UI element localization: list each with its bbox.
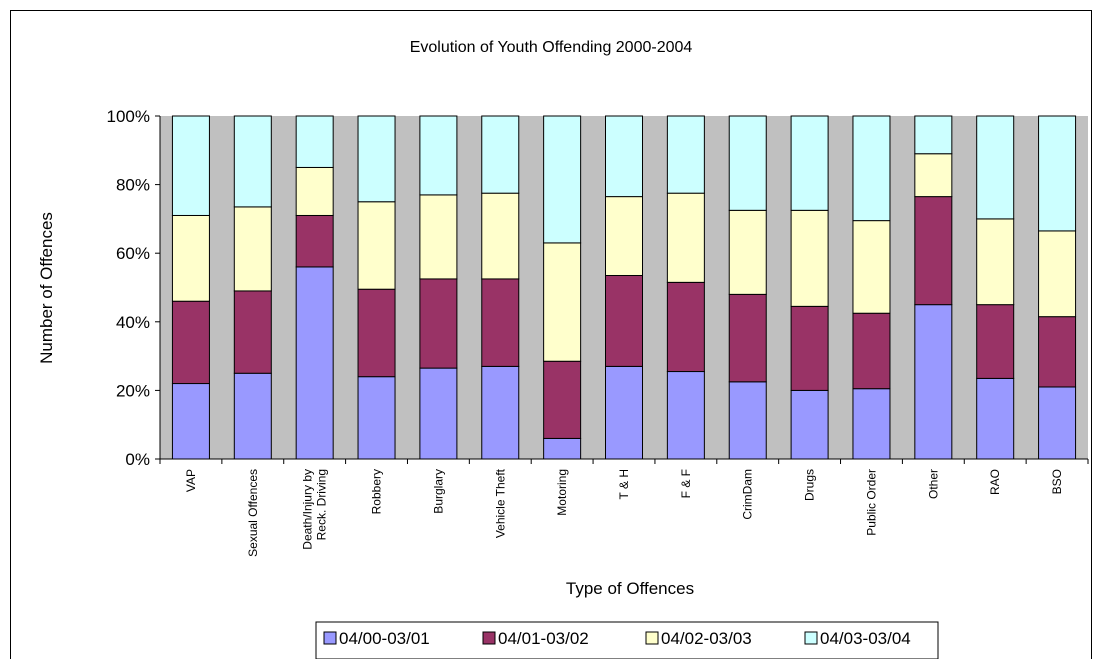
bar-segment-3 <box>357 201 396 290</box>
bar-segment-3 <box>481 192 520 280</box>
bar-segment-2 <box>419 278 458 369</box>
x-tick-label: Vehicle Theft <box>493 468 507 538</box>
bar-segment-3 <box>543 242 582 362</box>
x-tick-label: CrimDam <box>741 469 755 520</box>
chart-title: Evolution of Youth Offending 2000-2004 <box>410 39 693 56</box>
x-tick-label: Robbery <box>370 469 384 514</box>
legend-label: 04/00-03/01 <box>339 629 430 648</box>
bar-segment-4 <box>481 115 520 194</box>
bar-segment-1 <box>728 381 767 460</box>
bar-segment-2 <box>1038 316 1077 388</box>
bar-segment-3 <box>914 153 953 198</box>
bar-segment-2 <box>481 278 520 367</box>
bar-segment-4 <box>852 115 891 222</box>
y-axis: 0% 20% 40% 60% 80% 100% <box>107 107 161 469</box>
bar-segment-3 <box>171 214 210 302</box>
bar-segment-2 <box>543 360 582 439</box>
y-tick-label: 60% <box>116 244 150 263</box>
bar-segment-1 <box>976 377 1015 460</box>
bar-segment-3 <box>605 196 643 276</box>
bar-segment-3 <box>976 218 1015 306</box>
y-tick-label: 80% <box>116 176 150 195</box>
bar-segment-4 <box>605 115 643 198</box>
y-tick-label: 0% <box>125 450 150 469</box>
bar-segment-1 <box>481 365 520 460</box>
x-tick-label: Sexual Offences <box>246 469 260 557</box>
bar-segment-1 <box>790 389 829 460</box>
bar-segment-1 <box>233 372 272 460</box>
bar-segment-4 <box>171 115 210 216</box>
bar-segment-4 <box>419 115 458 196</box>
bar-segment-3 <box>666 192 705 283</box>
bar-segment-1 <box>171 383 210 460</box>
legend-box <box>315 621 939 659</box>
bar-segment-1 <box>666 371 705 460</box>
bar-segment-4 <box>790 115 829 211</box>
x-tick-label: T & H <box>617 469 631 499</box>
bar-segment-1 <box>419 367 458 460</box>
bar-segment-2 <box>605 274 643 367</box>
bar-segment-2 <box>295 214 334 268</box>
bar-segment-1 <box>605 365 643 460</box>
bar-segment-1 <box>1038 386 1077 460</box>
legend-swatch <box>323 631 337 645</box>
legend-label: 04/01-03/02 <box>498 629 589 648</box>
x-tick-label: Drugs <box>803 469 817 501</box>
x-axis: VAP Sexual Offences Death/Injury byReck. D… <box>159 458 1089 557</box>
bar-segment-4 <box>666 115 705 194</box>
bar-segment-1 <box>914 304 953 460</box>
y-tick-label: 100% <box>107 107 150 126</box>
bar-segment-1 <box>357 376 396 460</box>
bar-segment-2 <box>852 312 891 390</box>
y-tick-label: 40% <box>116 313 150 332</box>
x-tick-label: Public Order <box>864 469 878 536</box>
bar-segment-3 <box>852 220 891 314</box>
bar-segment-2 <box>666 281 705 373</box>
bar-segment-2 <box>790 305 829 391</box>
bar-segment-4 <box>543 115 582 244</box>
bars <box>171 115 1077 460</box>
x-tick-label: VAP <box>184 469 198 492</box>
x-tick-label: Burglary <box>431 469 445 514</box>
bar-segment-4 <box>233 115 272 208</box>
legend-swatch <box>804 631 818 645</box>
legend-label: 04/03-03/04 <box>820 629 911 648</box>
bar-segment-2 <box>357 288 396 378</box>
bar-segment-3 <box>419 194 458 280</box>
bar-segment-4 <box>295 115 334 168</box>
bar-segment-2 <box>976 304 1015 379</box>
bar-segment-3 <box>790 209 829 307</box>
bar-segment-2 <box>171 300 210 385</box>
bar-segment-4 <box>914 115 953 155</box>
x-tick-label: Motoring <box>555 469 569 516</box>
bar-segment-2 <box>914 196 953 306</box>
x-tick-label: Death/Injury byReck. Driving <box>301 469 329 550</box>
bar-segment-1 <box>543 437 582 460</box>
bar-segment-4 <box>1038 115 1077 232</box>
legend: 04/00-03/01 04/01-03/02 04/02-03/03 04/03-0… <box>315 621 939 659</box>
bar-segment-1 <box>295 266 334 460</box>
bar-segment-4 <box>976 115 1015 220</box>
bar-segment-4 <box>728 115 767 211</box>
bar-segment-3 <box>728 209 767 295</box>
bar-segment-1 <box>852 388 891 460</box>
bar-segment-2 <box>233 290 272 374</box>
legend-swatch <box>482 631 496 645</box>
x-tick-label: BSO <box>1050 469 1064 494</box>
x-tick-label: Other <box>926 469 940 499</box>
bar-segment-4 <box>357 115 396 203</box>
bar-segment-3 <box>1038 230 1077 318</box>
y-tick-label: 20% <box>116 381 150 400</box>
y-axis-title: Number of Offences <box>37 212 56 364</box>
legend-swatch <box>645 631 659 645</box>
bar-segment-3 <box>295 166 334 216</box>
bar-segment-2 <box>728 293 767 383</box>
legend-label: 04/02-03/03 <box>661 629 752 648</box>
x-axis-title: Type of Offences <box>566 579 694 598</box>
x-tick-label: RAO <box>988 469 1002 495</box>
bar-segment-3 <box>233 206 272 292</box>
x-tick-label: F & F <box>679 469 693 498</box>
